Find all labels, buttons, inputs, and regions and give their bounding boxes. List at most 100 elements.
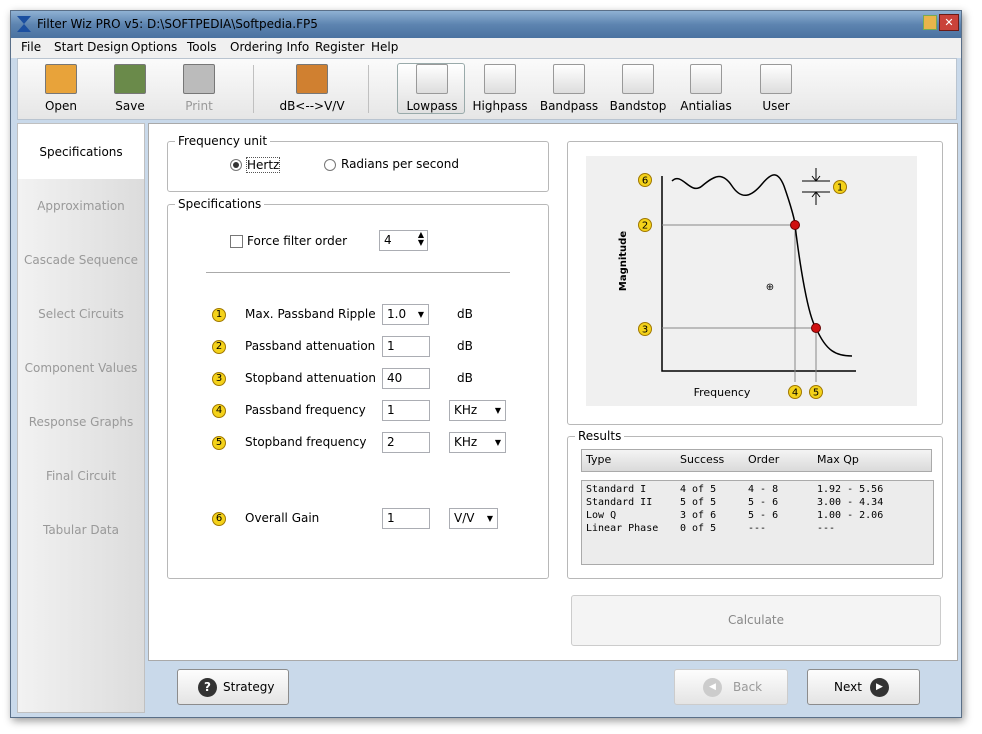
tool-label[interactable]: Print (185, 99, 213, 113)
input[interactable]: 40 (382, 368, 430, 389)
tool-icon[interactable] (296, 64, 328, 94)
specifications-group: Specifications Force filter order 4 ▲ ▼ 1 M… (167, 197, 549, 579)
badge: 6 (212, 512, 226, 526)
input[interactable]: 1 (382, 336, 430, 357)
result-cell: Standard I (586, 484, 647, 495)
tool-label[interactable]: Bandpass (539, 99, 599, 113)
tool-label[interactable]: Bandstop (609, 99, 667, 113)
nav-item[interactable]: Specifications (39, 145, 123, 159)
graph-panel: Magnitude Frequency ⊕ 6 2 3 4 5 1 (567, 141, 943, 425)
tool-icon[interactable] (416, 64, 448, 94)
marker-label: 5 (813, 388, 819, 399)
input[interactable]: 2 (382, 432, 430, 453)
menu-item[interactable]: Register (315, 40, 365, 54)
menu-item[interactable]: Ordering Info (230, 40, 310, 54)
order-value: 4 (384, 233, 392, 247)
dropdown[interactable]: 1.0 ▼ (382, 304, 429, 325)
separator (253, 65, 254, 113)
radio-hertz[interactable] (230, 159, 242, 171)
field-value: 1.0 (387, 307, 407, 321)
radio-label: Radians per second (341, 157, 459, 171)
marker-badge (638, 218, 652, 232)
result-cell: 5 of 5 (680, 497, 717, 508)
tool-label[interactable]: Open (44, 99, 78, 113)
input[interactable]: 1 (382, 508, 430, 529)
strategy-button[interactable]: ? Strategy (177, 669, 289, 705)
tool-icon[interactable] (45, 64, 77, 94)
tool-icon[interactable] (114, 64, 146, 94)
menu-item[interactable]: Help (371, 40, 399, 54)
marker-badge (788, 385, 802, 399)
main-panel: Frequency unit Hertz Radians per second … (148, 123, 958, 661)
tool-icon[interactable] (760, 64, 792, 94)
nav-item[interactable]: Approximation (37, 199, 125, 213)
menu-bar: File Start Design Options Tools Ordering Inf… (11, 38, 961, 58)
tool-icon[interactable] (622, 64, 654, 94)
menu-item[interactable]: Start Design (54, 40, 129, 54)
button-label: Next (834, 680, 862, 694)
field-label: Overall Gain (245, 511, 320, 525)
back-button[interactable]: ◀ Back (674, 669, 788, 705)
result-cell: 1.92 - 5.56 (817, 484, 884, 495)
button-label: Strategy (223, 680, 275, 694)
force-order-label: Force filter order (247, 234, 348, 248)
nav-item[interactable]: Cascade Sequence (24, 253, 138, 267)
order-spinner[interactable]: 4 ▲ ▼ (379, 230, 428, 251)
field-label: Stopband frequency (245, 435, 367, 449)
radio-label: Hertz (246, 157, 281, 173)
unit-dropdown[interactable]: V/V ▼ (449, 508, 498, 529)
result-cell: 0 of 5 (680, 523, 717, 534)
ripple-arrows (802, 168, 830, 205)
arrow: ▼ (417, 310, 424, 319)
result-cell: --- (817, 523, 836, 534)
axes (661, 176, 856, 372)
results-header (581, 449, 932, 472)
result-cell: 3.00 - 4.34 (817, 497, 884, 508)
marker-label: 6 (642, 176, 648, 187)
field-value: 1 (387, 511, 395, 525)
tool-icon[interactable] (484, 64, 516, 94)
nav-item[interactable]: Component Values (24, 361, 138, 375)
tool-icon[interactable] (690, 64, 722, 94)
minimize-button[interactable] (923, 15, 937, 30)
menu-item[interactable]: Options (131, 40, 178, 54)
next-button[interactable]: Next ▶ (807, 669, 920, 705)
nav-item[interactable]: Tabular Data (42, 523, 119, 537)
close-button[interactable]: ✕ (939, 14, 959, 31)
tool-label[interactable]: Lowpass (406, 99, 458, 113)
nav-item[interactable]: Final Circuit (45, 469, 117, 483)
tool-label[interactable]: Highpass (472, 99, 528, 113)
field-value: 1 (387, 403, 395, 417)
unit-dropdown[interactable]: KHz ▼ (449, 432, 506, 453)
button-label: Back (733, 680, 763, 694)
tool-icon[interactable] (183, 64, 215, 94)
menu-item[interactable]: File (21, 40, 42, 54)
arrow: ▼ (486, 514, 493, 523)
tool-label[interactable]: User (762, 99, 790, 113)
button-label: Calculate (727, 613, 785, 627)
window: Filter Wiz PRO v5: D:\SOFTPEDIA\Softpedi… (10, 10, 962, 718)
nav-item[interactable]: Response Graphs (28, 415, 134, 429)
toolbar: Open Save Print dB<-->V/V Lowpass Highpass Ban… (17, 58, 957, 120)
tool-label[interactable]: Save (115, 99, 145, 113)
axis-label: Frequency (694, 386, 751, 399)
column-header: Success (680, 453, 725, 466)
results-group: Results Type Success Order Max Qp Standard I… (567, 429, 943, 579)
arrow: ▼ (494, 438, 501, 447)
unit: dB (457, 371, 473, 385)
tool-icon[interactable] (553, 64, 585, 94)
result-cell: 5 - 6 (748, 510, 779, 521)
force-order-checkbox[interactable] (230, 235, 243, 248)
tool-label[interactable]: dB<-->V/V (279, 99, 345, 113)
input[interactable]: 1 (382, 400, 430, 421)
column-header: Type (586, 453, 612, 466)
radio-radians[interactable] (324, 159, 336, 171)
menu-item[interactable]: Tools (187, 40, 217, 54)
separator (368, 65, 369, 113)
calculate-button[interactable]: Calculate (571, 595, 941, 646)
unit-dropdown[interactable]: KHz ▼ (449, 400, 506, 421)
nav-item[interactable]: Select Circuits (38, 307, 124, 321)
marker-badge (638, 322, 652, 336)
tool-label[interactable]: Antialias (680, 99, 732, 113)
